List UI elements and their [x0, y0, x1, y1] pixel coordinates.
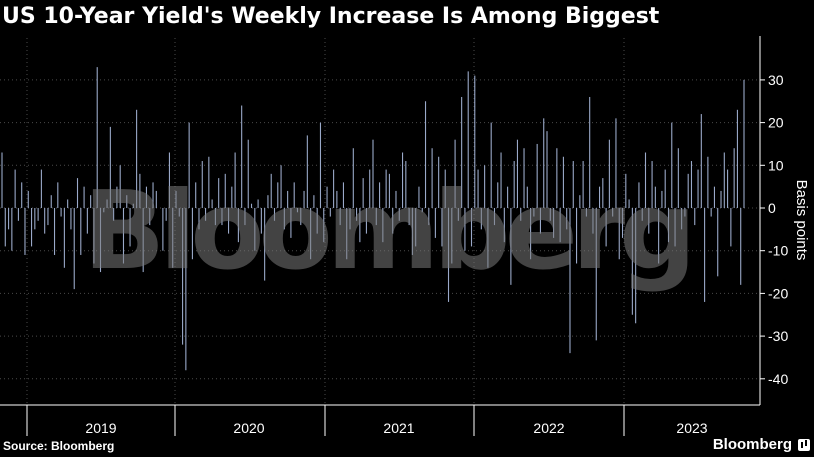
- x-tick-label: 2023: [676, 420, 707, 436]
- axes: 30 20 10 0 -10 -20 -30 -40 2019 2020 2021 2022 2023: [0, 36, 788, 436]
- y-tick-label: -10: [768, 243, 788, 259]
- x-tick-label: 2021: [383, 420, 414, 436]
- y-axis-label: Basis points: [793, 180, 810, 261]
- chart-title: US 10-Year Yield's Weekly Increase Is Am…: [2, 4, 660, 29]
- y-tick-label: -40: [768, 371, 788, 387]
- y-tick-label: -20: [768, 285, 788, 301]
- brand-logo-text: Bloomberg: [712, 436, 792, 453]
- x-tick-label: 2020: [233, 420, 264, 436]
- x-tick-label: 2022: [533, 420, 564, 436]
- y-tick-label: 30: [768, 72, 784, 88]
- source-note: Source: Bloomberg: [3, 439, 115, 453]
- bloomberg-logo-icon: [798, 439, 810, 451]
- watermark-text: Bloomberg: [83, 169, 690, 294]
- x-tick-label: 2019: [85, 420, 116, 436]
- y-tick-label: -30: [768, 328, 788, 344]
- y-tick-label: 10: [768, 157, 784, 173]
- y-tick-label: 20: [768, 115, 784, 131]
- bars: [1, 67, 745, 371]
- y-tick-label: 0: [768, 200, 776, 216]
